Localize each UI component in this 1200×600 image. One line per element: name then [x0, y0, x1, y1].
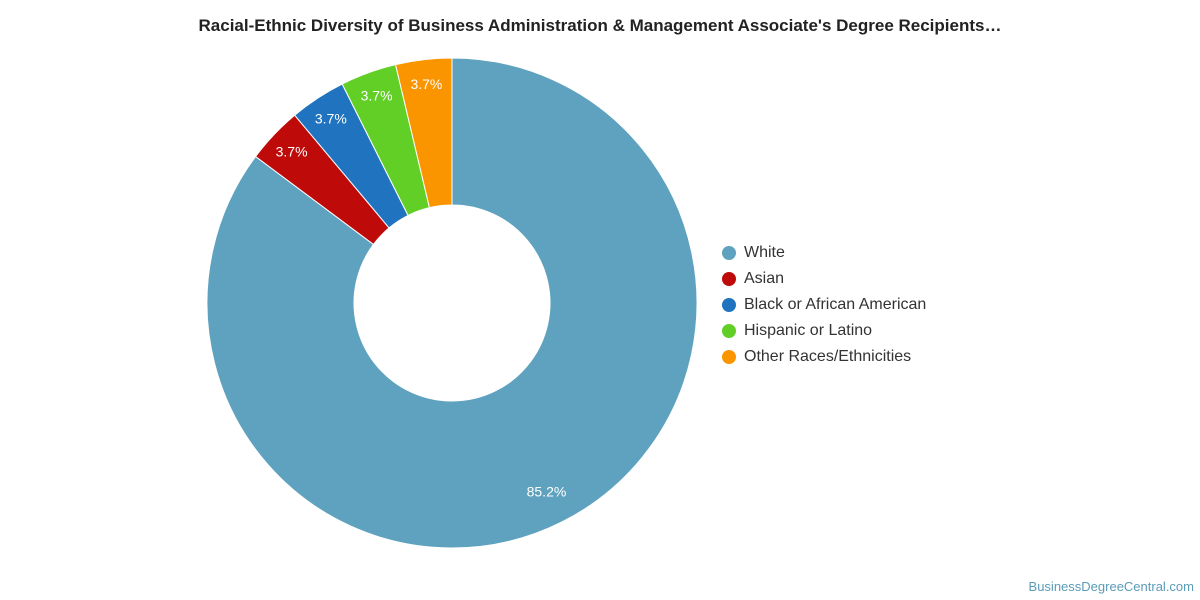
chart-title: Racial-Ethnic Diversity of Business Admi…: [198, 16, 1002, 35]
legend-item[interactable]: Black or African American: [722, 292, 926, 318]
legend-swatch: [722, 272, 736, 286]
slice-other-races-ethnicities[interactable]: [394, 57, 453, 209]
legend-item[interactable]: Hispanic or Latino: [722, 318, 926, 344]
legend-label: Black or African American: [744, 296, 927, 313]
legend-label: Hispanic or Latino: [744, 322, 873, 339]
legend-item[interactable]: Asian: [722, 266, 926, 292]
legend-swatch: [722, 350, 736, 364]
legend-item[interactable]: Other Races/Ethnicities: [722, 344, 926, 370]
slice-label: 3.7%: [410, 76, 442, 92]
slice-label: 3.7%: [315, 111, 347, 127]
slice-label: 3.7%: [361, 88, 393, 104]
legend-item[interactable]: White: [722, 240, 926, 266]
chart-legend: White Asian Black or African American Hispa…: [722, 240, 926, 370]
slice-label: 3.7%: [276, 143, 308, 159]
slice-white[interactable]: [206, 57, 698, 549]
legend-swatch: [722, 298, 736, 312]
legend-swatch: [722, 246, 736, 260]
legend-label: Asian: [744, 270, 785, 287]
watermark-link[interactable]: BusinessDegreeCentral.com: [1028, 579, 1194, 594]
legend-label: Other Races/Ethnicities: [744, 348, 912, 365]
slice-label: 85.2%: [527, 483, 567, 499]
legend-label: White: [744, 244, 785, 261]
legend-swatch: [722, 324, 736, 338]
